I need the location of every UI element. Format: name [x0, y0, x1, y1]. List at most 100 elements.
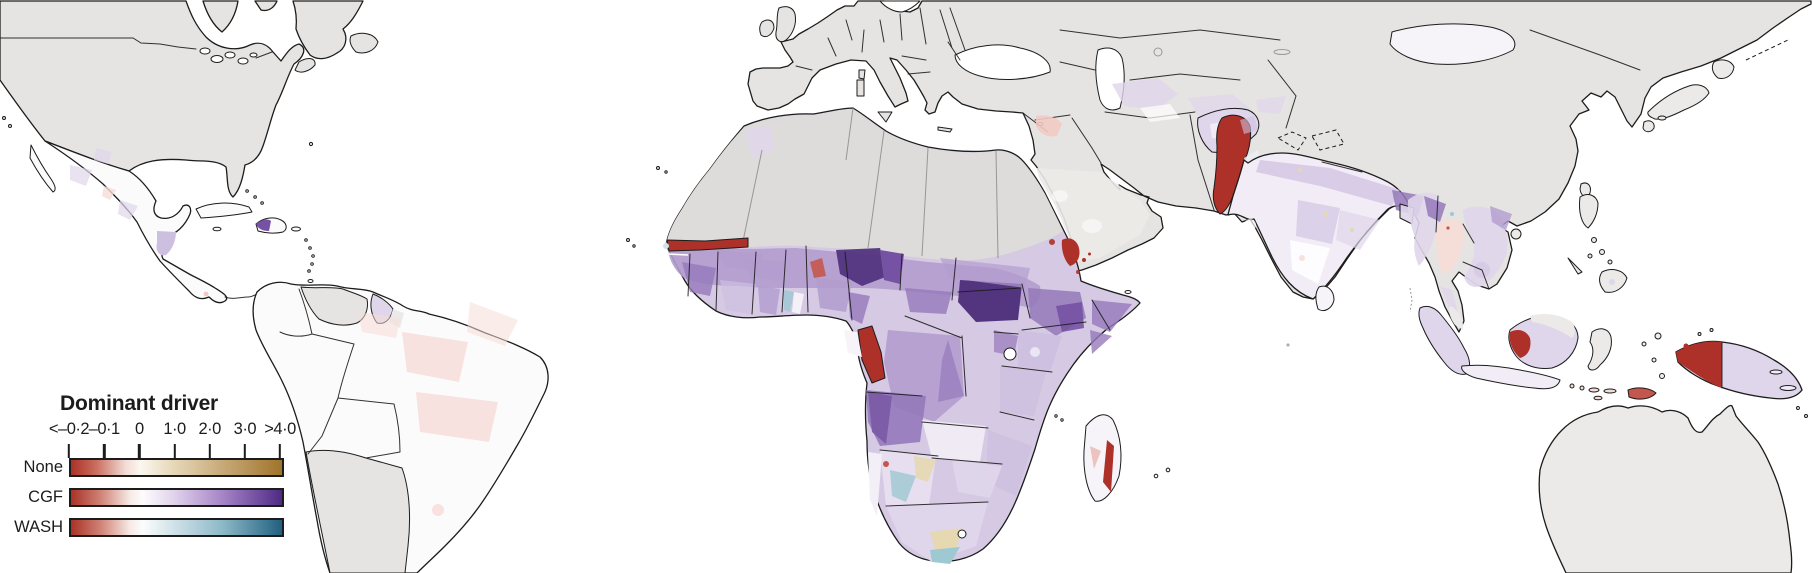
country-borders-europe — [795, 7, 961, 75]
caspian-sea — [1095, 47, 1125, 111]
senegal-teal-speck — [663, 243, 669, 249]
angola-west-dark — [868, 392, 892, 444]
eritrea-red-specks — [1049, 239, 1080, 274]
region-east-asia-islands — [1510, 39, 1789, 240]
axis-tick-label: 2·0 — [198, 420, 221, 438]
central-asia-purple-1 — [1112, 78, 1178, 110]
gujarat-white-patch — [1244, 219, 1256, 231]
gambia-line — [666, 253, 689, 256]
tanzania — [1000, 366, 1046, 416]
japan-hokkaido — [1711, 59, 1735, 79]
zimbabwe — [952, 460, 1002, 498]
landmass-greenland-tip — [202, 0, 239, 33]
united-kingdom — [775, 6, 796, 43]
axis-tick-label: 3·0 — [233, 420, 257, 438]
mexico-pink-speck — [102, 186, 116, 200]
legend-row-label: None — [23, 458, 63, 476]
malawi-mozambique — [986, 430, 1032, 496]
legend-row-wash: WASH — [6, 518, 336, 537]
cuba — [195, 202, 253, 219]
tick-mark — [102, 444, 106, 458]
black-sea — [954, 44, 1051, 80]
philippines-visayas-dots — [1567, 237, 1613, 275]
mindanao-tint — [1609, 279, 1615, 285]
colorbar-wash — [69, 518, 284, 537]
axis-tick-label: 1·0 — [163, 420, 186, 438]
axis-tick-label: 0 — [134, 420, 144, 438]
cote-divoire — [720, 280, 756, 314]
japan-kyushu-shikoku — [1642, 115, 1667, 133]
bahamas-dots — [245, 189, 264, 205]
chad-dark — [880, 250, 904, 284]
indian-ocean-island-dots — [1054, 290, 1171, 479]
ireland — [759, 19, 775, 38]
india-central-patch — [1296, 200, 1340, 244]
syria-pink — [1036, 115, 1062, 137]
tick-mark — [278, 444, 282, 458]
legend-title: Dominant driver — [60, 392, 219, 415]
amazon-pink-northeast — [358, 302, 518, 346]
region-south-america — [252, 281, 549, 573]
senegal-red-strip — [666, 237, 749, 252]
landmass-canada-usa — [0, 0, 305, 198]
us-canada-border — [0, 37, 273, 59]
central-asia-white-patch — [1140, 104, 1180, 122]
kashmir-dashed — [1276, 129, 1345, 151]
ghana — [758, 286, 780, 315]
lesser-sunda-islands — [1569, 383, 1617, 401]
philippines-luzon — [1579, 194, 1599, 229]
thailand-pink — [1436, 219, 1464, 274]
congo-red-strip — [857, 325, 886, 384]
legend-row-label: CGF — [28, 488, 63, 506]
japan-honshu — [1647, 84, 1710, 120]
kuril-islands-dashes — [1745, 39, 1789, 61]
south-africa-teal — [930, 547, 960, 564]
vietnam-north-purple — [1490, 206, 1512, 230]
pacific-island-dots — [2, 116, 12, 128]
pakistan-north-purple — [1240, 116, 1258, 134]
india-east-patch — [1336, 210, 1380, 250]
yemen-red — [1061, 238, 1091, 266]
region-maritime-sea — [1418, 194, 1808, 573]
west-kalimantan-red — [1509, 330, 1531, 358]
sahara-inner-borders — [741, 107, 999, 259]
myanmar-teal-speck — [1450, 212, 1454, 216]
panama-pink-speck — [203, 291, 209, 297]
bermuda-dot — [308, 141, 314, 147]
northeast-nigeria-dark — [836, 248, 888, 286]
guinea-purple — [682, 262, 716, 296]
tick-mark — [173, 444, 176, 458]
region-southeast-asia — [1407, 192, 1512, 330]
cameroon — [848, 292, 870, 324]
landmass-quebec-labrador — [292, 0, 364, 60]
botswana-tan-patch — [914, 456, 936, 482]
mediterranean-islands — [856, 69, 1044, 133]
lesotho-white — [957, 529, 967, 539]
lesser-antilles-dots — [304, 238, 315, 283]
namibia-red-speck — [883, 461, 889, 467]
nigeria-central — [816, 278, 852, 312]
region-north-america — [0, 0, 379, 198]
india-pink-speck — [1299, 255, 1305, 261]
myanmar-north-dark — [1424, 196, 1446, 222]
great-lakes — [199, 47, 258, 65]
timor-red — [1627, 387, 1657, 400]
togo-teal — [784, 290, 794, 312]
sahara-gray — [666, 109, 1063, 261]
atlantic-island-dots — [626, 166, 668, 248]
gabon-white — [844, 330, 862, 357]
nepal-border-hint — [1321, 161, 1363, 173]
haiti-purple — [256, 219, 271, 231]
borneo-malaysia-gray — [1530, 314, 1575, 338]
amazon-pink-central — [402, 332, 498, 442]
solomon-dots — [1796, 406, 1808, 418]
tick-mark — [243, 444, 247, 458]
morocco-tint — [745, 125, 775, 158]
west-nigeria-red — [810, 258, 826, 278]
jamaica — [212, 226, 222, 232]
kenya — [1018, 330, 1062, 372]
country-borders-indochina — [1435, 195, 1490, 290]
madagascar-pink-patch — [1090, 446, 1101, 469]
